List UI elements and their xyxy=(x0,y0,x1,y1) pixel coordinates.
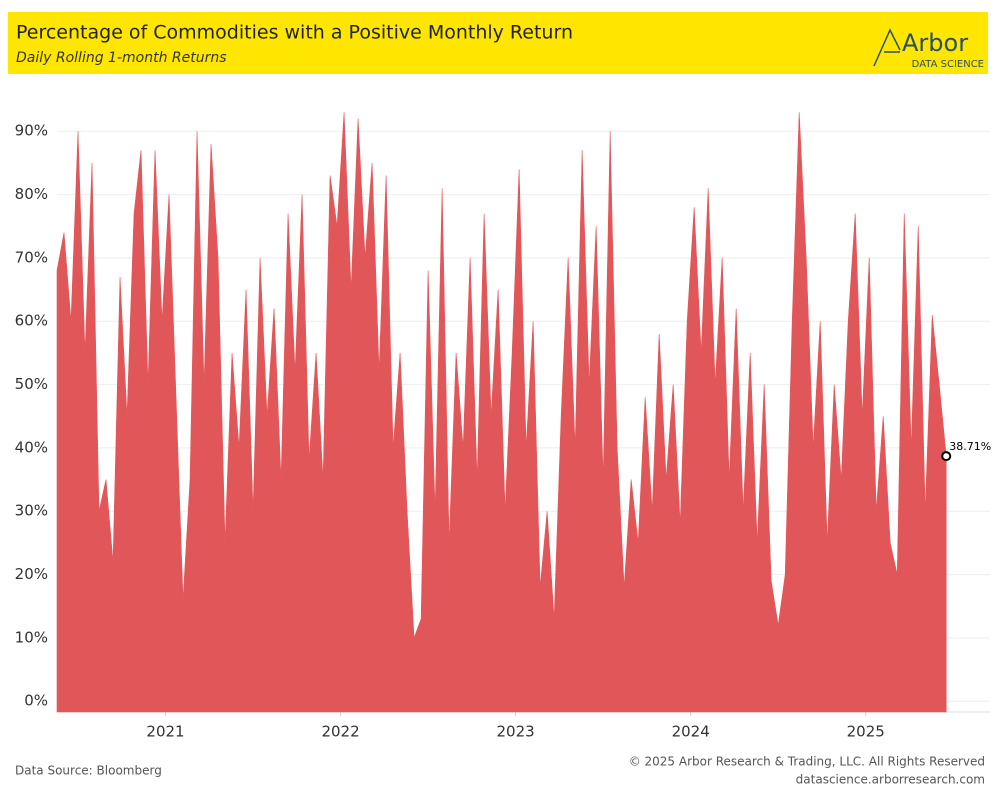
end-label: 38.71% xyxy=(949,440,991,453)
y-tick-label: 60% xyxy=(15,312,48,330)
y-tick-label: 0% xyxy=(24,692,48,710)
url: datascience.arborresearch.com xyxy=(796,773,985,787)
logo: Arbor xyxy=(902,29,968,57)
y-tick-label: 70% xyxy=(15,248,48,266)
chart-title: Percentage of Commodities with a Positiv… xyxy=(16,22,573,44)
x-tick-label: 2025 xyxy=(847,723,885,741)
end-point xyxy=(941,451,952,462)
x-tick-label: 2021 xyxy=(146,723,184,741)
x-tick-label: 2023 xyxy=(497,723,535,741)
area xyxy=(56,112,947,713)
y-tick-label: 90% xyxy=(15,122,48,140)
logo-mark xyxy=(873,28,901,67)
y-tick-label: 10% xyxy=(15,628,48,646)
y-tick-label: 80% xyxy=(15,185,48,203)
y-tick-label: 30% xyxy=(15,502,48,520)
copyright: © 2025 Arbor Research & Trading, LLC. Al… xyxy=(629,755,985,769)
x-tick-label: 2024 xyxy=(672,723,710,741)
y-tick-label: 40% xyxy=(15,438,48,456)
chart-subtitle: Daily Rolling 1-month Returns xyxy=(16,50,227,66)
logo-sub: DATA SCIENCE xyxy=(912,59,984,70)
header-band xyxy=(8,12,988,74)
x-tick-label: 2022 xyxy=(321,723,359,741)
y-tick-label: 20% xyxy=(15,565,48,583)
y-tick-label: 50% xyxy=(15,375,48,393)
source: Data Source: Bloomberg xyxy=(15,764,162,778)
